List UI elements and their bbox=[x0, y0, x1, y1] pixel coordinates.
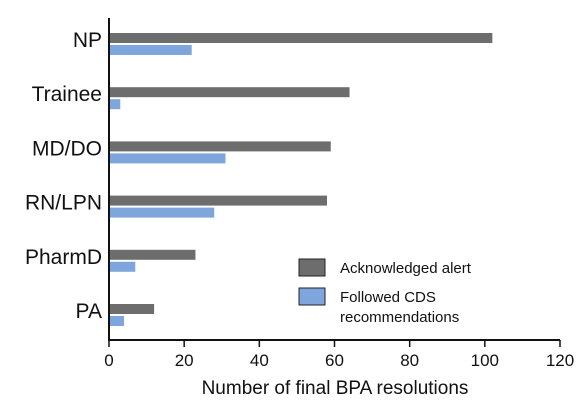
legend-label-followed-line2: recommendations bbox=[340, 309, 459, 326]
bar-pharmd-acknowledged bbox=[109, 249, 196, 260]
bar-md-do-followed bbox=[109, 153, 226, 164]
bar-pa-followed bbox=[109, 316, 125, 326]
legend: Acknowledged alert Followed CDS recommen… bbox=[298, 258, 472, 326]
x-tick-label-40: 40 bbox=[250, 351, 269, 370]
legend-label-followed: Followed CDS recommendations bbox=[340, 289, 459, 326]
bar-rn-lpn-acknowledged bbox=[109, 195, 327, 206]
legend-swatch-followed bbox=[298, 287, 326, 306]
bar-rn-lpn-followed bbox=[109, 207, 215, 218]
legend-swatch-acknowledged bbox=[298, 258, 326, 277]
category-label-pa: PA bbox=[76, 300, 102, 323]
category-label-rn-lpn: RN/LPN bbox=[25, 192, 102, 215]
category-label-np: NP bbox=[73, 29, 102, 52]
x-tick-label-0: 0 bbox=[104, 351, 113, 370]
bar-pharmd-followed bbox=[109, 261, 136, 272]
category-labels: NP Trainee MD/DO RN/LPN PharmD PA bbox=[25, 29, 102, 323]
x-tick-label-80: 80 bbox=[400, 351, 419, 370]
bars-group bbox=[109, 33, 493, 326]
category-label-pharmd: PharmD bbox=[25, 246, 102, 269]
x-tick-label-20: 20 bbox=[175, 351, 194, 370]
category-label-md-do: MD/DO bbox=[32, 137, 102, 160]
bar-trainee-acknowledged bbox=[109, 87, 350, 98]
category-label-trainee: Trainee bbox=[32, 83, 102, 106]
bar-pa-acknowledged bbox=[109, 304, 155, 314]
x-tick-label-60: 60 bbox=[325, 351, 344, 370]
x-tick-label-120: 120 bbox=[546, 351, 574, 370]
x-ticks: 0 20 40 60 80 100 120 bbox=[104, 340, 574, 370]
bar-trainee-followed bbox=[109, 99, 121, 110]
x-axis-title: Number of final BPA resolutions bbox=[202, 378, 469, 399]
x-tick-label-100: 100 bbox=[471, 351, 499, 370]
legend-label-acknowledged: Acknowledged alert bbox=[340, 260, 472, 277]
legend-label-followed-line1: Followed CDS bbox=[340, 289, 436, 306]
bar-np-followed bbox=[109, 45, 192, 55]
bar-md-do-acknowledged bbox=[109, 141, 331, 152]
bar-np-acknowledged bbox=[109, 33, 493, 43]
